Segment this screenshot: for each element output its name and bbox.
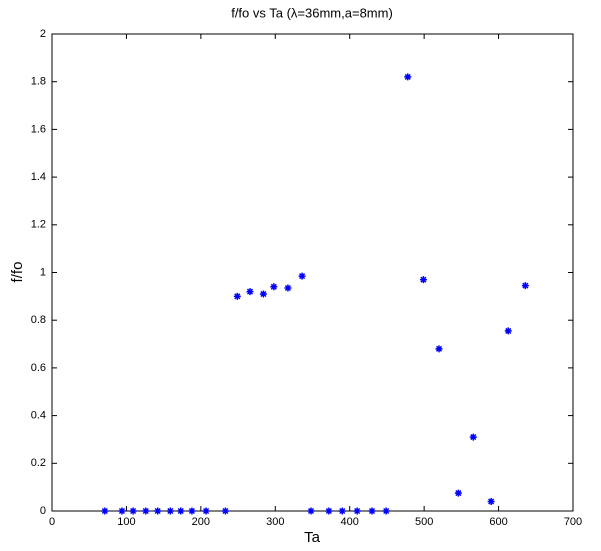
point xyxy=(298,272,306,280)
x-tick-label: 300 xyxy=(266,516,284,528)
x-axis-label: Ta xyxy=(304,529,321,546)
point xyxy=(142,507,150,515)
y-tick-label: 0 xyxy=(40,505,46,517)
x-tick-label: 200 xyxy=(192,516,210,528)
point xyxy=(270,283,278,291)
point xyxy=(382,507,390,515)
point xyxy=(338,507,346,515)
y-tick-label: 0.8 xyxy=(31,314,46,326)
point xyxy=(307,507,315,515)
x-tick-label: 600 xyxy=(489,516,507,528)
point xyxy=(353,507,361,515)
point xyxy=(469,433,477,441)
point xyxy=(166,507,174,515)
y-tick-label: 1.6 xyxy=(31,123,46,135)
x-tick-label: 0 xyxy=(49,516,55,528)
point xyxy=(419,276,427,284)
y-tick-label: 1.2 xyxy=(31,219,46,231)
point xyxy=(259,290,267,298)
point xyxy=(454,489,462,497)
y-tick-label: 0.6 xyxy=(31,362,46,374)
point xyxy=(435,345,443,353)
x-tick-label: 700 xyxy=(564,516,582,528)
point xyxy=(221,507,229,515)
y-tick-label: 1 xyxy=(40,266,46,278)
y-tick-label: 1.8 xyxy=(31,76,46,88)
y-axis-label: f/fo xyxy=(9,262,26,283)
point xyxy=(504,327,512,335)
point xyxy=(404,73,412,81)
point xyxy=(521,282,529,290)
point xyxy=(101,507,109,515)
point xyxy=(246,288,254,296)
x-tick-label: 500 xyxy=(415,516,433,528)
x-tick-label: 400 xyxy=(341,516,359,528)
point xyxy=(177,507,185,515)
point xyxy=(487,497,495,505)
x-tick-label: 100 xyxy=(117,516,135,528)
point xyxy=(368,507,376,515)
point xyxy=(129,507,137,515)
point xyxy=(325,507,333,515)
y-tick-label: 2 xyxy=(40,28,46,40)
point xyxy=(154,507,162,515)
point xyxy=(202,507,210,515)
point xyxy=(284,284,292,292)
y-tick-label: 1.4 xyxy=(31,171,46,183)
y-tick-label: 0.4 xyxy=(31,410,46,422)
point xyxy=(118,507,126,515)
point xyxy=(188,507,196,515)
chart-title: f/fo vs Ta (λ=36mm,a=8mm) xyxy=(231,5,393,20)
y-tick-label: 0.2 xyxy=(31,457,46,469)
point xyxy=(233,292,241,300)
